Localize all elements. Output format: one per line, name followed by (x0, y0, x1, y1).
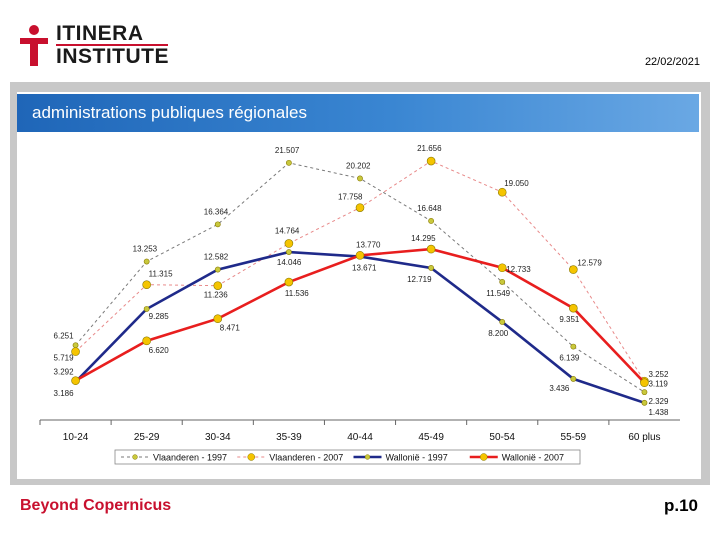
legend-label: Vlaanderen - 1997 (153, 453, 227, 463)
legend-label: Wallonië - 2007 (502, 453, 564, 463)
data-point (72, 342, 79, 349)
data-label: 16.648 (417, 204, 442, 213)
x-tick-label: 10-24 (63, 432, 89, 443)
data-label: 5.719 (54, 354, 75, 363)
data-point (497, 263, 507, 273)
x-tick-label: 40-44 (347, 432, 373, 443)
data-label: 9.285 (149, 312, 170, 321)
itinera-logo: ITINERA INSTITUTE (18, 22, 169, 70)
data-point (143, 258, 150, 265)
data-point (284, 239, 294, 248)
data-point (355, 251, 365, 260)
x-tick-label: 55-59 (561, 432, 587, 443)
data-label: 3.119 (648, 380, 668, 389)
data-point (570, 376, 577, 382)
slide-date: 22/02/2021 (644, 56, 700, 68)
data-label: 3.292 (54, 368, 75, 377)
data-point (497, 187, 507, 197)
x-tick-label: 30-34 (205, 432, 231, 443)
legend-label: Wallonië - 1997 (386, 453, 448, 463)
data-point (355, 203, 365, 212)
age-distribution-chart: 10-24 25-29 30-34 35-39 40-44 45-49 50-54 55-59… (39, 144, 680, 465)
data-point (284, 277, 294, 287)
logo-text-line1: ITINERA (56, 22, 144, 45)
data-label: 14.295 (411, 234, 436, 243)
data-point (499, 319, 506, 325)
data-point (641, 389, 648, 396)
data-label: 2.329 (648, 397, 669, 406)
data-label: 11.315 (149, 270, 173, 279)
data-point (357, 175, 363, 182)
data-point (428, 218, 435, 224)
data-point (142, 336, 151, 346)
data-label: 9.351 (559, 315, 580, 324)
data-label: 14.764 (275, 226, 300, 235)
data-point (214, 266, 221, 273)
logo-text-line2: INSTITUTE (56, 45, 169, 68)
data-label: 6.139 (559, 354, 580, 363)
data-label: 3.436 (549, 384, 570, 393)
data-point (71, 347, 80, 356)
footer-title: Beyond Copernicus (20, 497, 172, 514)
data-label: 13.253 (133, 245, 158, 254)
data-point (499, 279, 506, 285)
data-label: 12.719 (407, 275, 432, 284)
legend-box (114, 449, 581, 465)
legend-swatch-marker (480, 453, 488, 461)
data-point (143, 306, 150, 312)
data-point (285, 159, 292, 166)
data-point (71, 376, 80, 385)
data-label: 3.186 (54, 389, 75, 398)
data-label: 1.438 (648, 408, 669, 417)
itinera-figure-icon (20, 25, 48, 66)
data-label: 8.200 (488, 329, 509, 338)
data-label: 21.656 (417, 144, 442, 153)
data-label: 20.202 (346, 161, 371, 170)
data-point (426, 156, 436, 166)
data-label: 12.733 (506, 265, 531, 274)
slide-title: administrations publiques régionales (32, 103, 307, 122)
x-tick-label: 50-54 (489, 432, 515, 443)
data-point (214, 221, 221, 228)
data-point (426, 244, 436, 254)
data-point (213, 314, 223, 324)
data-point (142, 280, 151, 290)
logo-rule (56, 44, 168, 46)
data-label: 6.620 (149, 346, 170, 355)
legend-label: Vlaanderen - 2007 (269, 453, 343, 463)
data-point (569, 265, 578, 274)
x-tick-label: 25-29 (134, 432, 160, 443)
data-label: 8.471 (220, 324, 241, 333)
x-tick-label: 60 plus (628, 432, 660, 443)
data-label: 12.582 (204, 253, 229, 262)
data-label: 19.050 (504, 179, 529, 188)
data-label: 11.236 (204, 291, 228, 300)
x-tick-label: 35-39 (276, 432, 302, 443)
data-label: 16.364 (204, 207, 229, 216)
data-label: 11.549 (486, 289, 510, 298)
data-label: 13.671 (352, 264, 377, 273)
data-label: 6.251 (54, 331, 75, 340)
page-number: p.10 (663, 496, 698, 515)
content-area (17, 92, 701, 479)
data-label: 14.046 (277, 258, 302, 267)
data-point (570, 343, 577, 350)
data-label: 13.770 (356, 240, 381, 249)
data-point (428, 265, 435, 271)
data-label: 3.252 (648, 370, 669, 379)
legend-swatch-marker (364, 454, 371, 460)
data-label: 21.507 (275, 146, 300, 155)
data-point (640, 378, 649, 388)
data-point (641, 399, 648, 406)
data-label: 11.536 (285, 289, 309, 298)
data-point (285, 249, 292, 255)
data-point (213, 281, 223, 290)
x-tick-label: 45-49 (418, 432, 444, 443)
data-label: 12.579 (577, 259, 602, 268)
data-label: 17.758 (338, 193, 363, 202)
data-point (569, 303, 578, 313)
slide-banner: administrations publiques régionales (17, 94, 699, 132)
legend-swatch-marker (132, 454, 138, 460)
legend-swatch-marker (247, 453, 255, 461)
